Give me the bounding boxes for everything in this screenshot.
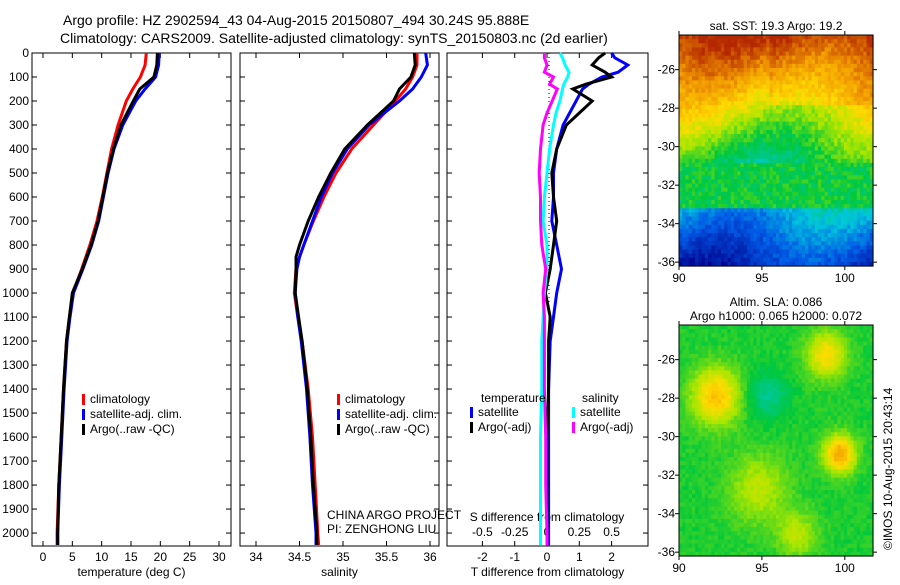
y-tick-label: 700	[9, 214, 29, 228]
x-tick-label: 36	[423, 550, 437, 564]
profile-panel-2: -2 -1 0 1 2T difference from climatology -0.5…	[447, 53, 648, 579]
y-tick-label: -34	[658, 217, 676, 231]
profile-panel-0: 0100200300400500600700800900100011001200…	[2, 46, 231, 579]
x-tick-label: -2	[477, 550, 488, 564]
y-tick-label: 1600	[2, 430, 29, 444]
legend-swatch	[337, 394, 340, 405]
legend-swatch	[572, 422, 575, 433]
legend-header-salinity: salinity	[582, 391, 619, 405]
y-tick-label: 1100	[3, 310, 29, 324]
legend-swatch	[82, 409, 85, 420]
legend-label: Argo(-adj)	[580, 420, 633, 434]
y-tick-label: 900	[9, 262, 29, 276]
y-tick-label: 1000	[2, 286, 29, 300]
map-title: Argo h1000: 0.065 h2000: 0.072	[690, 309, 862, 323]
x-tick-label: 5	[69, 550, 76, 564]
y-tick-label: -28	[658, 101, 676, 115]
x-tick-label: 2	[608, 550, 615, 564]
y-tick-label: -26	[658, 63, 676, 77]
legend-label: climatology	[345, 392, 405, 406]
y-tick-label: 1200	[2, 334, 29, 348]
y-tick-label: 1400	[2, 382, 29, 396]
legend-swatch	[470, 422, 473, 433]
x2-tick-label: -0.25	[501, 525, 529, 539]
y-tick-label: 400	[9, 142, 29, 156]
plot-frame	[32, 53, 231, 546]
figure-title-line2: Climatology: CARS2009. Satellite-adjuste…	[60, 30, 608, 46]
x2-tick-label: -0.5	[472, 525, 493, 539]
y-tick-label: -32	[658, 178, 676, 192]
plot-frame	[240, 53, 439, 546]
x-tick-label: 30	[212, 550, 226, 564]
y-tick-label: 1900	[2, 502, 29, 516]
legend-label: Argo(..raw -QC)	[345, 422, 430, 436]
x-axis-label: T difference from climatology	[471, 565, 625, 579]
legend-label: satellite-adj. clim.	[90, 407, 182, 421]
legend-label: Argo(-adj)	[478, 420, 531, 434]
y-tick-label: 800	[9, 238, 29, 252]
legend-swatch	[470, 407, 473, 418]
x-tick-label: 35	[336, 550, 350, 564]
y-tick-label: -36	[658, 255, 676, 269]
y-tick-label: 500	[9, 166, 29, 180]
x-axis-label: salinity	[321, 565, 358, 579]
x-tick-label: 20	[154, 550, 168, 564]
x-tick-label: -1	[509, 550, 520, 564]
legend-swatch	[337, 424, 340, 435]
x-tick-label: 0	[544, 550, 551, 564]
legend-header-temperature: temperature	[481, 391, 546, 405]
x-tick-label: 1	[576, 550, 583, 564]
x-tick-label: 15	[124, 550, 138, 564]
x-tick-label: 10	[95, 550, 109, 564]
y-tick-label: 1500	[2, 406, 29, 420]
x2-tick-label: 0.5	[603, 525, 620, 539]
x-tick-label: 34.5	[288, 550, 312, 564]
x-tick-label: 90	[672, 271, 686, 285]
map-title: sat. SST: 19.3 Argo: 19.2	[710, 19, 843, 33]
x-tick-label: 0	[40, 550, 47, 564]
legend-label: satellite-adj. clim.	[345, 407, 437, 421]
legend-swatch	[82, 394, 85, 405]
figure-title-line1: Argo profile: HZ 2902594_43 04-Aug-2015 …	[63, 12, 529, 28]
x-tick-label: 95	[755, 271, 769, 285]
map-panel-0: sat. SST: 19.3 Argo: 19.2 90 95 100 -26 -28 -3…	[658, 19, 877, 285]
legend-label: Argo(..raw -QC)	[90, 422, 175, 436]
y-tick-label: 2000	[2, 526, 29, 540]
x-tick-label: 100	[835, 271, 855, 285]
x2-tick-label: 0.25	[568, 525, 592, 539]
legend-swatch	[82, 424, 85, 435]
x-axis-label: temperature (deg C)	[77, 565, 185, 579]
y-tick-label: -30	[658, 140, 676, 154]
y-tick-label: 100	[9, 70, 29, 84]
legend-swatch	[337, 409, 340, 420]
y-tick-label: 0	[22, 46, 29, 60]
profile-panel-1: 34 34.5 35 35.5 36 salinity climatologysatelli…	[240, 53, 439, 579]
map-title: Altim. SLA: 0.086	[730, 295, 823, 309]
legend-label: climatology	[90, 392, 150, 406]
y-tick-label: 1300	[2, 358, 29, 372]
legend-label: satellite	[580, 405, 621, 419]
x-tick-label: 35.5	[375, 550, 399, 564]
y-tick-label: 600	[9, 190, 29, 204]
x-tick-label: 34	[249, 550, 263, 564]
y-tick-label: 1700	[2, 454, 29, 468]
y-tick-label: 200	[9, 94, 29, 108]
y-tick-label: 1800	[2, 478, 29, 492]
legend-swatch	[572, 407, 575, 418]
x-tick-label: 25	[183, 550, 197, 564]
y-tick-label: 300	[9, 118, 29, 132]
legend-label: satellite	[478, 405, 519, 419]
